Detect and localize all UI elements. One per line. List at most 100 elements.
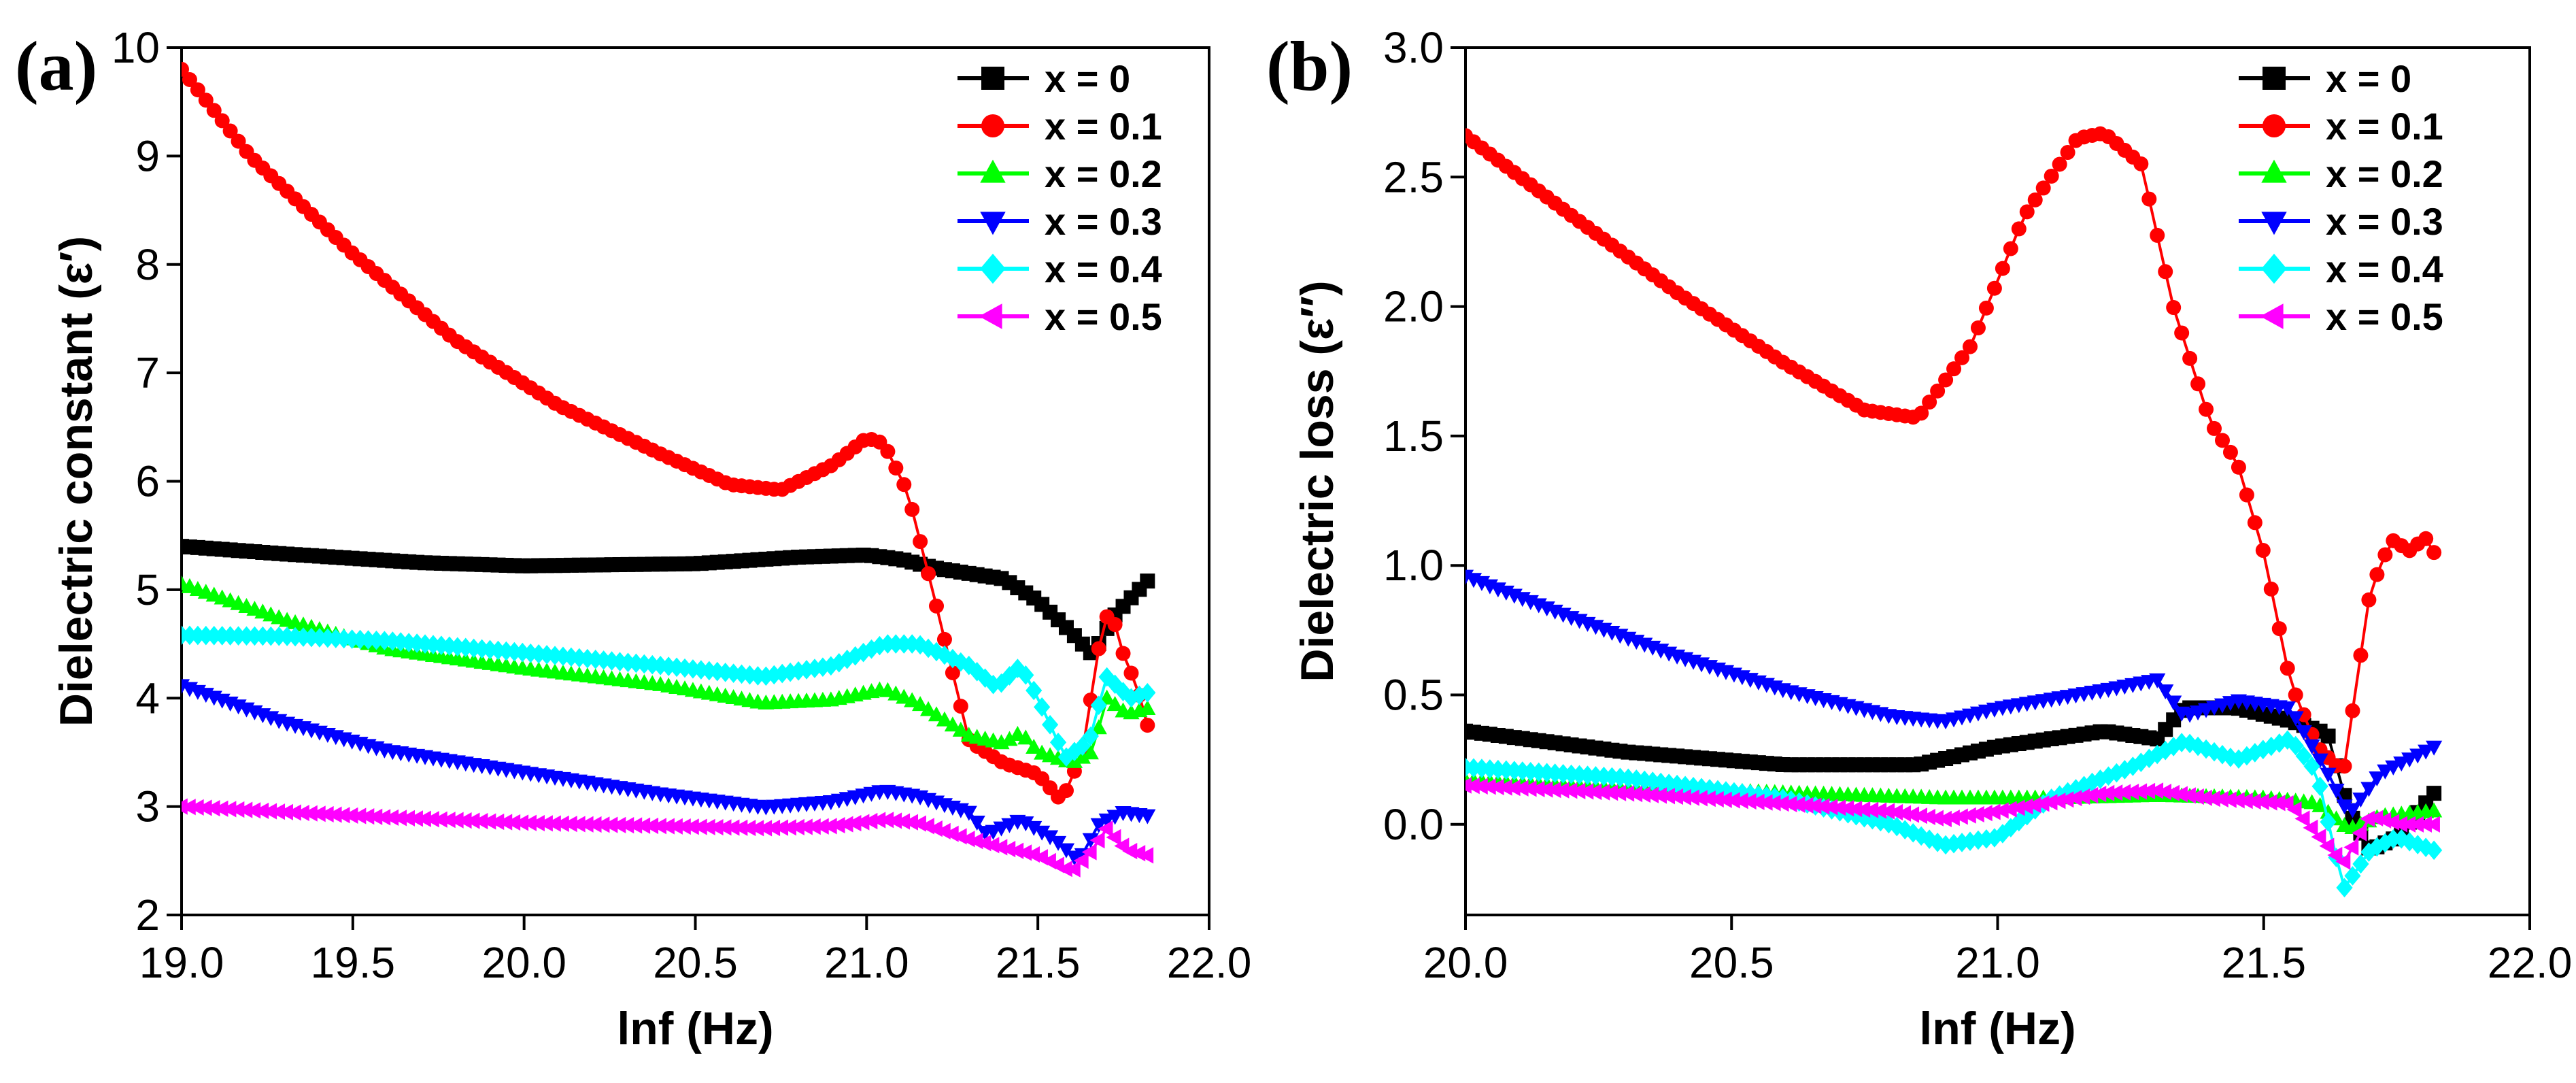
data-point [2327, 846, 2343, 864]
y-tick-label: 1.0 [1383, 541, 1444, 590]
data-point [2075, 788, 2090, 805]
data-point [904, 501, 920, 517]
data-point [2377, 547, 2393, 563]
data-point [741, 665, 758, 685]
panel-b: (b) 20.0 20.5 21.0 21.5 22.0 0.0 0.5 1.0 1.5 2.0 2.… [1266, 23, 2572, 1054]
data-point [481, 813, 496, 830]
data-point [335, 629, 352, 649]
data-point [1074, 736, 1091, 756]
data-point [1090, 818, 1107, 833]
x-tick-label: 20.0 [481, 938, 566, 987]
data-point [1839, 800, 1854, 817]
data-point [913, 534, 928, 550]
data-point [1106, 696, 1123, 712]
data-point [1140, 718, 1155, 733]
data-point [303, 627, 320, 648]
data-point [2344, 866, 2361, 886]
data-point [1912, 807, 1927, 824]
data-point [676, 658, 694, 678]
legend-marker [2261, 253, 2287, 284]
data-point [2303, 739, 2320, 754]
data-point [1513, 780, 1529, 797]
data-point [960, 805, 977, 821]
data-point [424, 635, 442, 654]
data-point [2213, 790, 2228, 807]
data-point [2165, 695, 2182, 711]
data-point [1595, 784, 1610, 801]
data-point [449, 637, 466, 657]
data-point [846, 814, 862, 832]
data-point [1930, 383, 1946, 399]
legend-marker [981, 114, 1004, 137]
data-point [392, 810, 407, 827]
data-point [1741, 793, 1757, 810]
data-point [1026, 738, 1043, 754]
data-point [2150, 227, 2165, 243]
data-point [912, 635, 929, 655]
data-point [2311, 776, 2328, 797]
data-point [1138, 847, 1154, 864]
data-point [1985, 803, 2001, 820]
data-point [1073, 852, 1089, 869]
data-point [222, 123, 238, 139]
data-point [716, 819, 732, 836]
data-point [1814, 798, 1830, 815]
series-x0.5 [182, 798, 1154, 878]
data-point [2295, 725, 2312, 741]
data-point [1017, 665, 1034, 685]
data-point [603, 651, 620, 671]
data-point [992, 839, 1008, 856]
data-point [2010, 799, 2025, 816]
data-point [2174, 325, 2190, 341]
data-point [2424, 816, 2440, 833]
data-point [456, 812, 472, 829]
data-point [554, 815, 569, 832]
data-point [376, 631, 393, 650]
data-point [182, 71, 197, 87]
data-point [2255, 543, 2271, 559]
data-point [2133, 156, 2149, 171]
data-point [1140, 573, 1155, 589]
data-point [2001, 801, 2017, 818]
data-point [2352, 854, 2369, 874]
data-point [888, 460, 904, 476]
data-point [1847, 800, 1863, 818]
data-point [1465, 758, 1482, 778]
legend-marker [2260, 303, 2284, 329]
data-point [1057, 861, 1072, 878]
data-point [221, 801, 237, 818]
data-point [578, 816, 594, 833]
panel-label: (a) [15, 27, 97, 105]
data-point [675, 818, 691, 835]
legend-label: x = 0 [1045, 57, 1130, 100]
data-point [1970, 320, 1986, 335]
data-point [619, 817, 634, 834]
legend-label: x = 0.4 [2326, 248, 2443, 290]
data-point [545, 815, 561, 832]
data-point [1938, 372, 1954, 388]
data-point [2426, 740, 2443, 756]
data-point [790, 661, 807, 681]
data-point [1831, 799, 1846, 816]
y-tick-label: 2.5 [1383, 152, 1444, 201]
data-point [2287, 735, 2304, 756]
data-point [2286, 801, 2302, 818]
data-point [182, 575, 190, 590]
data-point [1578, 783, 1594, 800]
data-point [2287, 711, 2304, 727]
data-point [2368, 810, 2384, 827]
y-tick-label: 10 [112, 23, 160, 72]
data-point [1961, 807, 1976, 824]
data-point [2058, 791, 2074, 808]
data-point [1042, 830, 1059, 846]
data-point [2337, 759, 2352, 774]
data-point [643, 817, 659, 835]
data-point [237, 801, 253, 818]
data-point [1922, 395, 1937, 410]
data-point [2116, 784, 2131, 801]
data-point [1823, 799, 1838, 816]
data-point [741, 819, 756, 837]
data-point [603, 816, 618, 833]
legend-label: x = 0 [2326, 57, 2411, 100]
data-point [1880, 803, 1895, 820]
